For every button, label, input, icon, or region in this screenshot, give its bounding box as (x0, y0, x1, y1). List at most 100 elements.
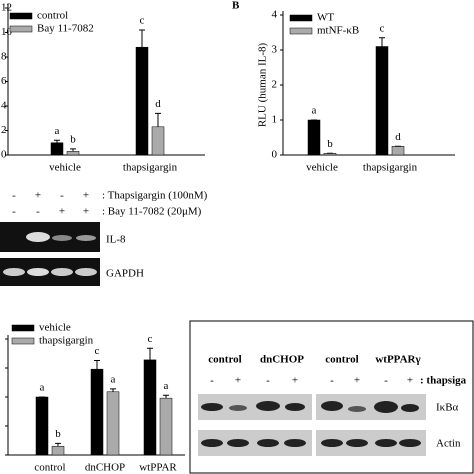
annotation: d (395, 131, 401, 143)
y-tick-label: 2 (272, 79, 278, 91)
legend-label: mtNF-κB (317, 25, 359, 37)
treatment-label: : thapsiga (420, 375, 467, 387)
bar (143, 359, 157, 456)
legend-label: Bay 11-7082 (37, 23, 94, 35)
bar (159, 397, 173, 456)
annotation: a (312, 105, 317, 117)
group-label: control (325, 354, 358, 366)
panel-label: B (232, 0, 240, 12)
error-bar (55, 442, 61, 447)
treatment-sign: - (384, 375, 388, 387)
annotation: b (327, 138, 333, 150)
x-tick-label: wtPPAR (139, 462, 177, 474)
y-tick-label: 12 (1, 2, 12, 14)
annotation: a (111, 373, 116, 385)
legend-label: vehicle (39, 322, 71, 334)
blot-frame (189, 320, 474, 474)
x-tick-label: vehicle (306, 162, 338, 174)
annotation: d (155, 98, 161, 110)
legend-swatch (11, 337, 35, 345)
x-tick-label: thapsigargin (123, 162, 178, 174)
treatment-sign: + (354, 375, 360, 387)
y-tick-label: 4 (272, 9, 278, 21)
bar (375, 46, 389, 156)
y-tick-label: 10 (1, 26, 13, 38)
treatment-sign: - (12, 190, 16, 202)
error-bar (94, 359, 100, 370)
band-label: IκBα (436, 402, 459, 414)
gel-band (75, 268, 97, 276)
gel-band (27, 268, 49, 276)
treatment-sign: - (210, 375, 214, 387)
legend-swatch (289, 27, 313, 35)
treatment-sign: - (36, 206, 40, 218)
treatment-sign: - (266, 375, 270, 387)
annotation: b (55, 428, 61, 440)
x-tick-label: control (34, 462, 65, 474)
bar (35, 396, 49, 456)
band-label: GAPDH (106, 268, 144, 280)
x-tick-label: dnCHOP (85, 462, 125, 474)
legend-swatch (289, 14, 313, 22)
error-bar (54, 139, 60, 143)
bar (66, 151, 80, 156)
treatment-sign: + (292, 375, 298, 387)
y-tick-label: 3 (272, 44, 278, 56)
treatment-sign: - (330, 375, 334, 387)
error-bar (155, 112, 161, 127)
annotation: c (380, 22, 385, 34)
band-label: Actin (436, 438, 461, 450)
treatment-sign: + (83, 190, 89, 202)
error-bar (147, 347, 153, 360)
treatment-sign: + (83, 206, 89, 218)
gel-band (76, 235, 96, 241)
treatment-sign: + (235, 375, 241, 387)
annotation: c (95, 345, 100, 357)
y-tick-label: 1 (272, 114, 278, 126)
treatment-sign: + (59, 206, 65, 218)
y-tick-label: 4 (1, 100, 7, 112)
annotation: b (70, 133, 76, 145)
annotation: a (164, 380, 169, 392)
legend-label: WT (317, 12, 334, 24)
annotation: c (140, 15, 145, 27)
gel-band (3, 268, 25, 276)
legend-swatch (9, 12, 33, 20)
treatment-label: : Bay 11-7082 (20μM) (102, 206, 202, 218)
legend-swatch (9, 25, 33, 33)
error-bar (70, 148, 76, 152)
y-tick-label: 2 (1, 124, 7, 136)
y-tick-label: 6 (1, 75, 7, 87)
annotation: a (40, 382, 45, 394)
band-label: IL-8 (106, 234, 126, 246)
bar (51, 446, 65, 456)
error-bar (139, 29, 145, 48)
bar (50, 142, 64, 156)
y-tick-label: 8 (1, 51, 7, 63)
annotation: a (55, 125, 60, 137)
treatment-sign: - (12, 206, 16, 218)
gel-band (51, 268, 73, 276)
x-tick-label: vehicle (49, 162, 81, 174)
annotation: c (148, 333, 153, 345)
blot-bands (201, 401, 421, 447)
bar (151, 126, 165, 156)
bar (135, 46, 149, 156)
bar (307, 119, 321, 156)
legend-swatch (11, 324, 35, 332)
group-label: wtPPARγ (375, 354, 420, 366)
treatment-sign: + (35, 190, 41, 202)
y-tick-label: 0 (272, 149, 278, 161)
legend-label: thapsigargin (39, 335, 94, 347)
gel-band (26, 232, 50, 242)
legend-label: control (37, 10, 68, 22)
bar (90, 368, 104, 456)
treatment-label: : Thapsigargin (100nM) (102, 190, 208, 202)
group-label: dnCHOP (260, 354, 304, 366)
error-bar (379, 37, 385, 47)
group-label: control (208, 354, 241, 366)
gel-band (52, 235, 72, 241)
error-bar (110, 388, 116, 392)
bar (106, 391, 120, 456)
